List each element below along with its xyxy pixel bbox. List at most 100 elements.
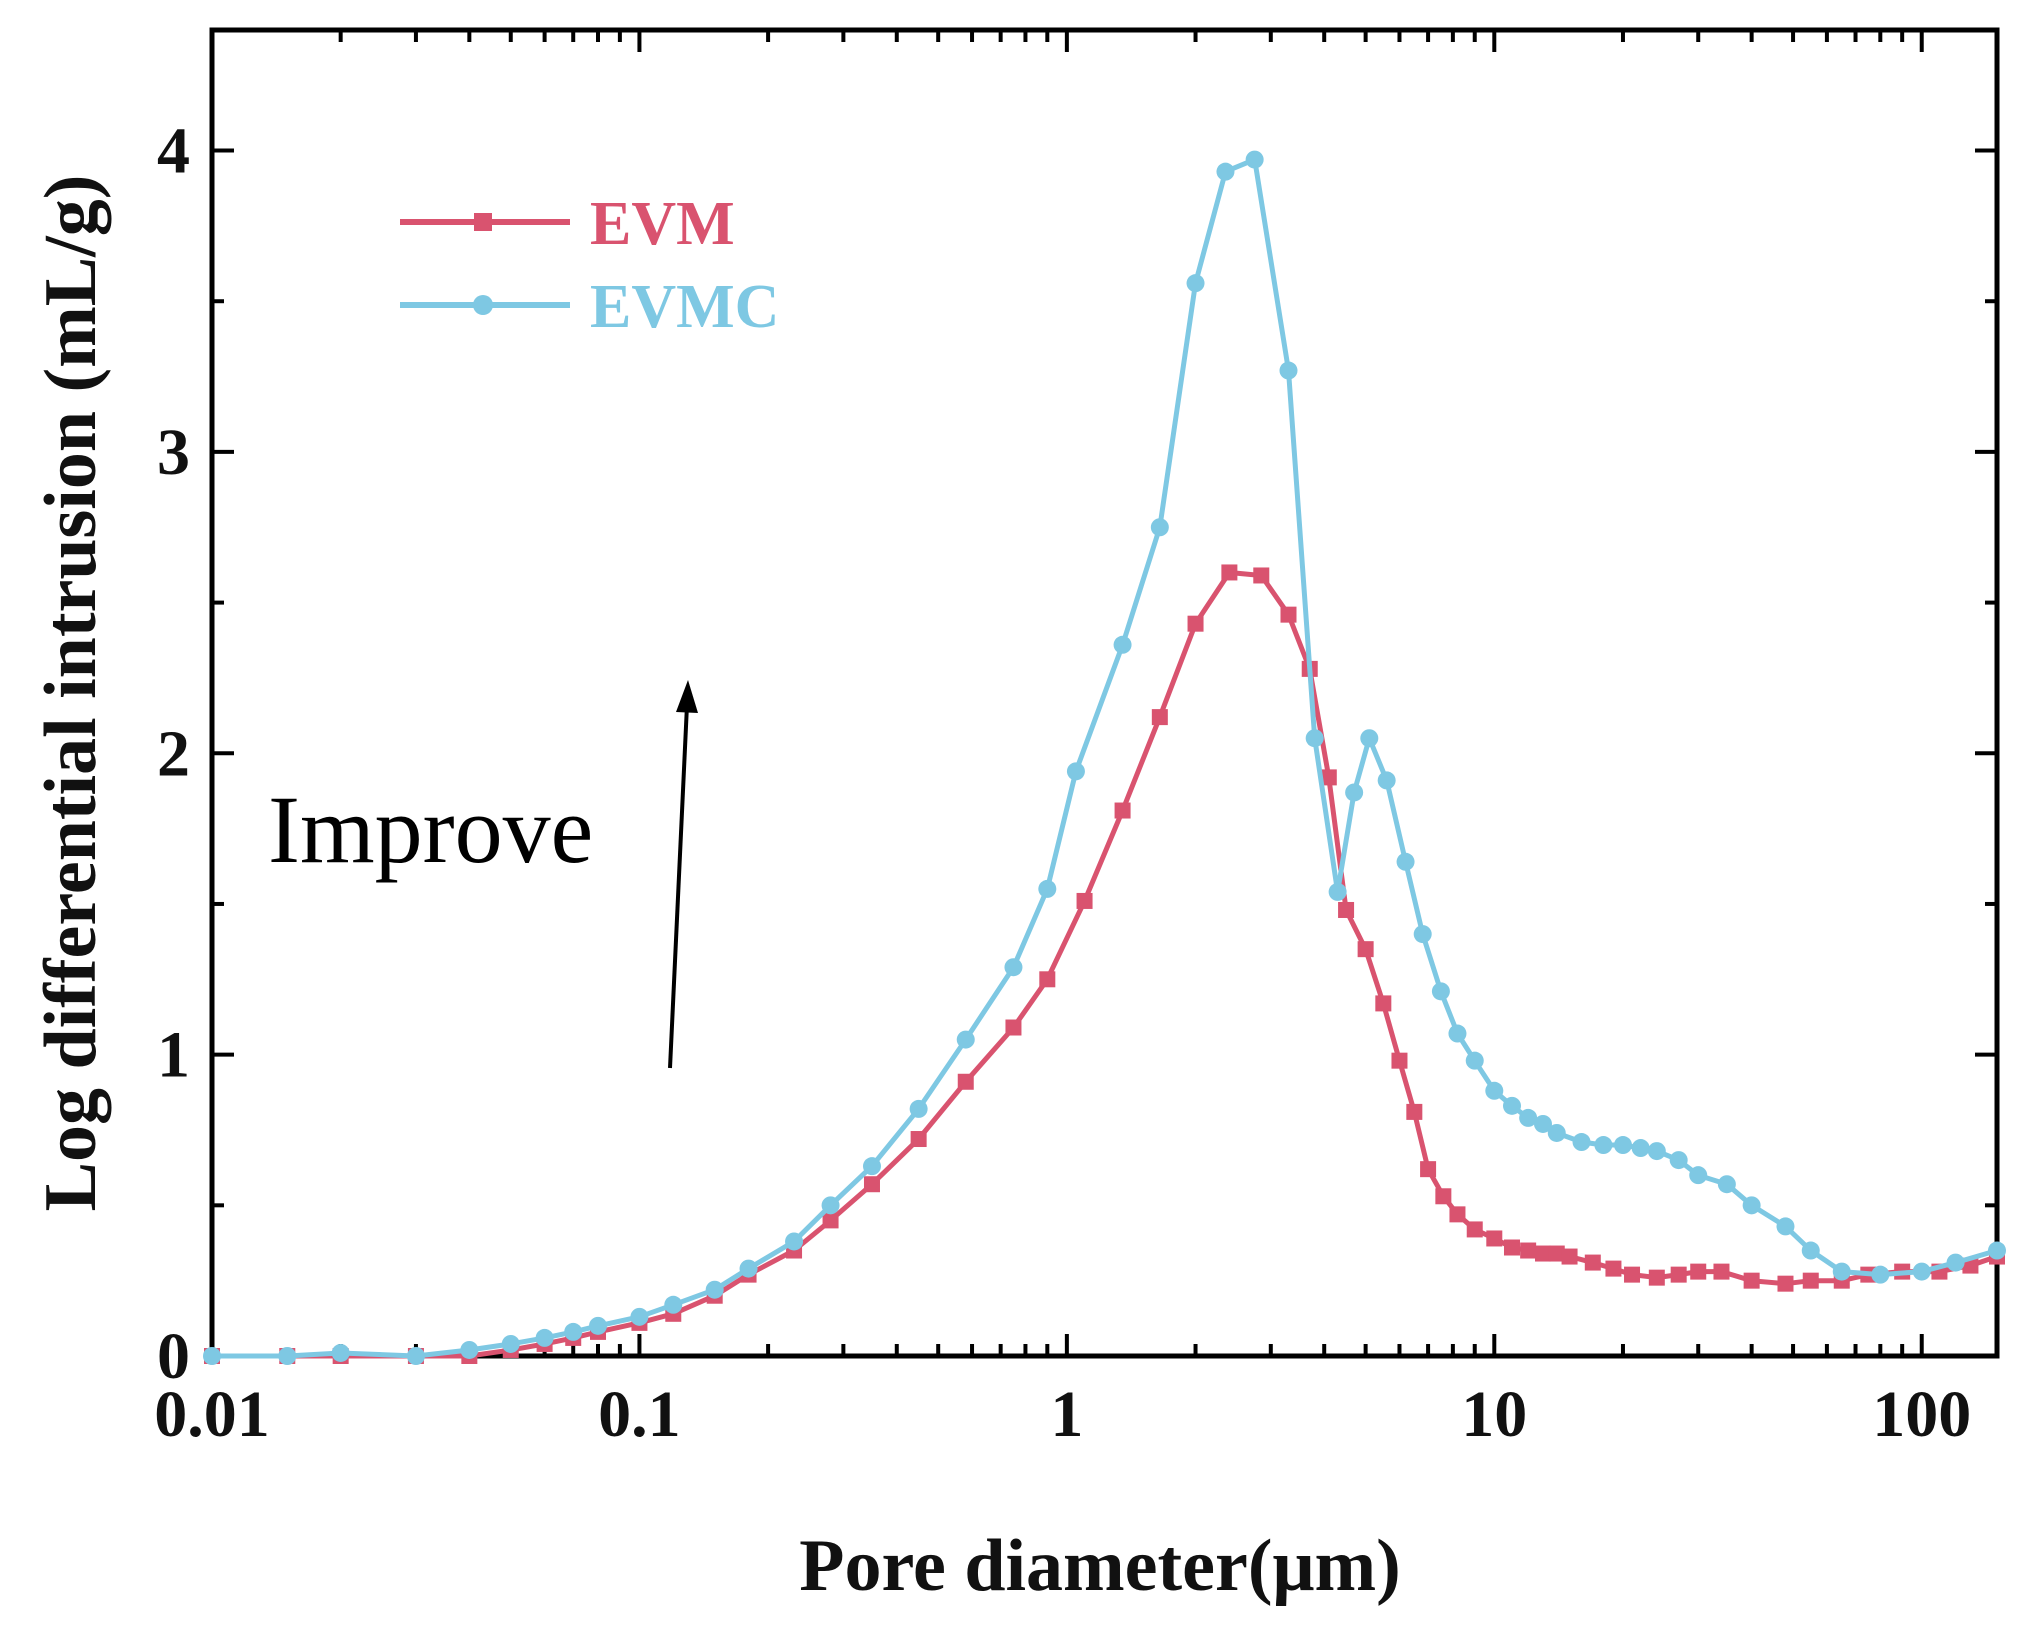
data-point-evmc bbox=[1669, 1151, 1688, 1170]
data-point-evm bbox=[1520, 1242, 1537, 1259]
data-point-evm bbox=[957, 1073, 974, 1090]
data-point-evm bbox=[1466, 1221, 1483, 1238]
data-point-evm bbox=[1338, 901, 1355, 918]
data-point-evm bbox=[1435, 1188, 1452, 1205]
data-point-evmc bbox=[1801, 1241, 1820, 1260]
data-point-evmc bbox=[1345, 783, 1364, 802]
data-point-evm bbox=[1743, 1272, 1760, 1289]
data-point-evmc bbox=[278, 1347, 297, 1365]
data-point-evm bbox=[1648, 1269, 1665, 1286]
data-point-evmc bbox=[785, 1232, 804, 1251]
y-tick-label: 0 bbox=[157, 1320, 190, 1393]
legend-evm-label: EVM bbox=[590, 190, 735, 258]
data-point-evmc bbox=[1328, 882, 1347, 901]
data-point-evm bbox=[1221, 564, 1238, 581]
data-point-evmc bbox=[1871, 1265, 1890, 1284]
data-point-evm bbox=[822, 1212, 839, 1229]
data-point-evm bbox=[1406, 1103, 1423, 1120]
axis-ticks bbox=[210, 30, 1997, 1358]
data-point-evmc bbox=[1689, 1166, 1708, 1185]
plot-frame bbox=[209, 27, 2000, 1359]
data-point-evmc bbox=[501, 1334, 520, 1353]
data-point-evm bbox=[1005, 1019, 1022, 1036]
data-point-evm bbox=[1713, 1263, 1730, 1280]
data-point-evm bbox=[1114, 802, 1131, 819]
data-point-evm bbox=[1449, 1206, 1466, 1223]
y-tick-label: 4 bbox=[157, 115, 190, 188]
series-layer bbox=[203, 150, 2006, 1365]
data-point-evmc bbox=[1502, 1096, 1521, 1115]
data-point-evmc bbox=[1631, 1139, 1650, 1158]
data-point-evm bbox=[863, 1176, 880, 1193]
data-point-evmc bbox=[664, 1295, 683, 1314]
x-tick-label: 0.01 bbox=[154, 1378, 270, 1451]
data-point-evmc bbox=[630, 1307, 649, 1326]
data-point-evm bbox=[1605, 1260, 1622, 1277]
data-point-evmc bbox=[1613, 1136, 1632, 1155]
data-point-evmc bbox=[1305, 729, 1324, 748]
data-point-evm bbox=[1320, 769, 1337, 786]
tick-labels: 0.01 0.1 1 10 100 0 1 2 3 4 bbox=[154, 115, 1971, 1451]
x-tick-label: 10 bbox=[1461, 1378, 1527, 1451]
data-point-evm bbox=[1151, 709, 1168, 726]
data-point-evm bbox=[1777, 1275, 1794, 1292]
data-point-evmc bbox=[406, 1347, 425, 1365]
data-point-evmc bbox=[1360, 729, 1379, 748]
data-point-evmc bbox=[1245, 150, 1264, 169]
data-point-evm bbox=[1503, 1239, 1520, 1256]
x-tick-label: 0.1 bbox=[598, 1378, 681, 1451]
data-point-evmc bbox=[1113, 635, 1132, 654]
data-point-evm bbox=[1486, 1230, 1503, 1247]
data-point-evmc bbox=[1946, 1253, 1965, 1272]
data-point-evm bbox=[1253, 567, 1270, 584]
data-point-evmc bbox=[1776, 1217, 1795, 1236]
data-point-evmc bbox=[1485, 1081, 1504, 1100]
improve-arrow-head bbox=[676, 680, 698, 713]
data-point-evmc bbox=[1004, 958, 1023, 977]
data-point-evmc bbox=[1038, 879, 1057, 898]
data-point-evmc bbox=[1216, 162, 1235, 181]
series-line-evmc bbox=[212, 157, 1998, 1359]
data-point-evm bbox=[1548, 1245, 1565, 1262]
legend-evmc-marker bbox=[473, 295, 493, 315]
data-point-evmc bbox=[1912, 1262, 1931, 1281]
data-point-evmc bbox=[1413, 925, 1432, 944]
x-tick-label: 1 bbox=[1050, 1378, 1083, 1451]
data-point-evm bbox=[1357, 941, 1374, 958]
data-point-evmc bbox=[535, 1328, 554, 1347]
data-point-evm bbox=[1187, 615, 1204, 632]
data-point-evmc bbox=[956, 1030, 975, 1049]
data-point-evm bbox=[1802, 1272, 1819, 1289]
data-point-evmc bbox=[1988, 1241, 2006, 1260]
y-axis-title: Log differential intrusion (mL/g) bbox=[30, 175, 112, 1212]
data-point-evmc bbox=[203, 1347, 221, 1365]
data-point-evm bbox=[1535, 1245, 1552, 1262]
data-point-evmc bbox=[564, 1322, 583, 1341]
data-point-evm bbox=[1624, 1266, 1641, 1283]
data-point-evmc bbox=[1519, 1108, 1538, 1127]
data-point-evmc bbox=[1717, 1175, 1736, 1194]
data-point-evm bbox=[1561, 1248, 1578, 1265]
x-axis-title: Pore diameter(μm) bbox=[799, 1525, 1400, 1607]
y-tick-label: 1 bbox=[157, 1019, 190, 1092]
data-point-evmc bbox=[909, 1099, 928, 1118]
data-point-evmc bbox=[1594, 1136, 1613, 1155]
x-tick-label: 100 bbox=[1872, 1378, 1971, 1451]
data-point-evmc bbox=[1396, 852, 1415, 871]
data-point-evmc bbox=[1448, 1024, 1467, 1043]
data-point-evm bbox=[1584, 1254, 1601, 1271]
data-point-evm bbox=[1690, 1263, 1707, 1280]
legend-evmc-label: EVMC bbox=[590, 273, 779, 341]
improve-arrow-shaft bbox=[668, 704, 689, 1069]
improve-annotation: Improve bbox=[268, 776, 593, 883]
data-point-evmc bbox=[1832, 1262, 1851, 1281]
data-point-evmc bbox=[1431, 982, 1450, 1001]
data-point-evmc bbox=[1647, 1142, 1666, 1161]
y-tick-label: 3 bbox=[157, 416, 190, 489]
data-point-evmc bbox=[862, 1157, 881, 1176]
data-point-evmc bbox=[821, 1196, 840, 1215]
data-point-evm bbox=[1039, 971, 1056, 988]
data-point-evmc bbox=[1377, 771, 1396, 790]
data-point-evmc bbox=[1186, 274, 1205, 293]
